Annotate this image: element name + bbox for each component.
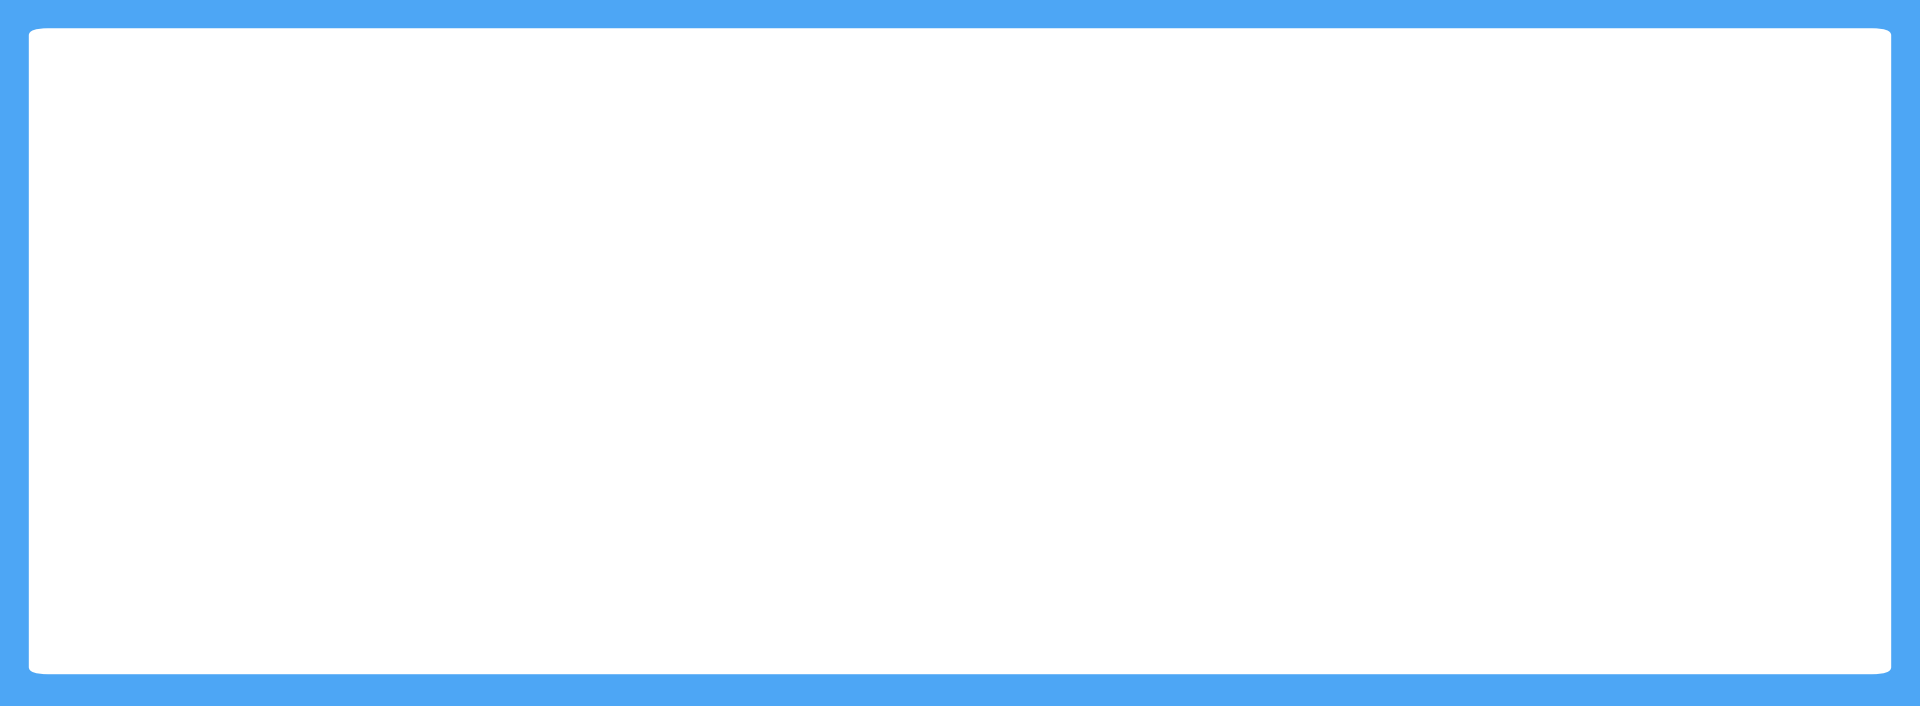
Text: 15, 10, 5 are existing nodes, insert 20 at the end: 15, 10, 5 are existing nodes, insert 20 … xyxy=(394,121,906,141)
Bar xyxy=(626,371,720,456)
Text: next: next xyxy=(1200,215,1246,232)
Text: Insertion at End: Insertion at End xyxy=(828,62,1092,90)
Text: next: next xyxy=(300,405,346,422)
Bar xyxy=(275,371,371,456)
Text: Head: Head xyxy=(177,304,250,328)
Bar xyxy=(150,371,275,456)
Bar xyxy=(975,371,1069,456)
Text: Data: Data xyxy=(545,478,582,493)
Text: Data: Data xyxy=(1094,288,1131,303)
Text: next: next xyxy=(651,405,695,422)
Bar xyxy=(851,371,975,456)
Text: 10: 10 xyxy=(545,402,580,426)
Text: NULL: NULL xyxy=(1177,404,1235,423)
Text: Pointer: Pointer xyxy=(996,478,1050,493)
Text: 20: 20 xyxy=(1094,212,1131,236)
Bar xyxy=(1175,181,1269,266)
Bar xyxy=(499,371,626,456)
Text: Data: Data xyxy=(895,478,931,493)
Text: NULL: NULL xyxy=(1342,213,1404,234)
Text: Pointer: Pointer xyxy=(296,478,349,493)
Text: Data: Data xyxy=(194,478,230,493)
Circle shape xyxy=(1071,390,1117,436)
Text: x: x xyxy=(1089,405,1100,422)
Bar xyxy=(1050,181,1175,266)
Text: Pointer: Pointer xyxy=(1196,288,1250,303)
Text: 5: 5 xyxy=(904,402,922,426)
Text: 15: 15 xyxy=(196,402,230,426)
Text: Pointer: Pointer xyxy=(645,478,699,493)
Text: next: next xyxy=(1000,405,1044,422)
